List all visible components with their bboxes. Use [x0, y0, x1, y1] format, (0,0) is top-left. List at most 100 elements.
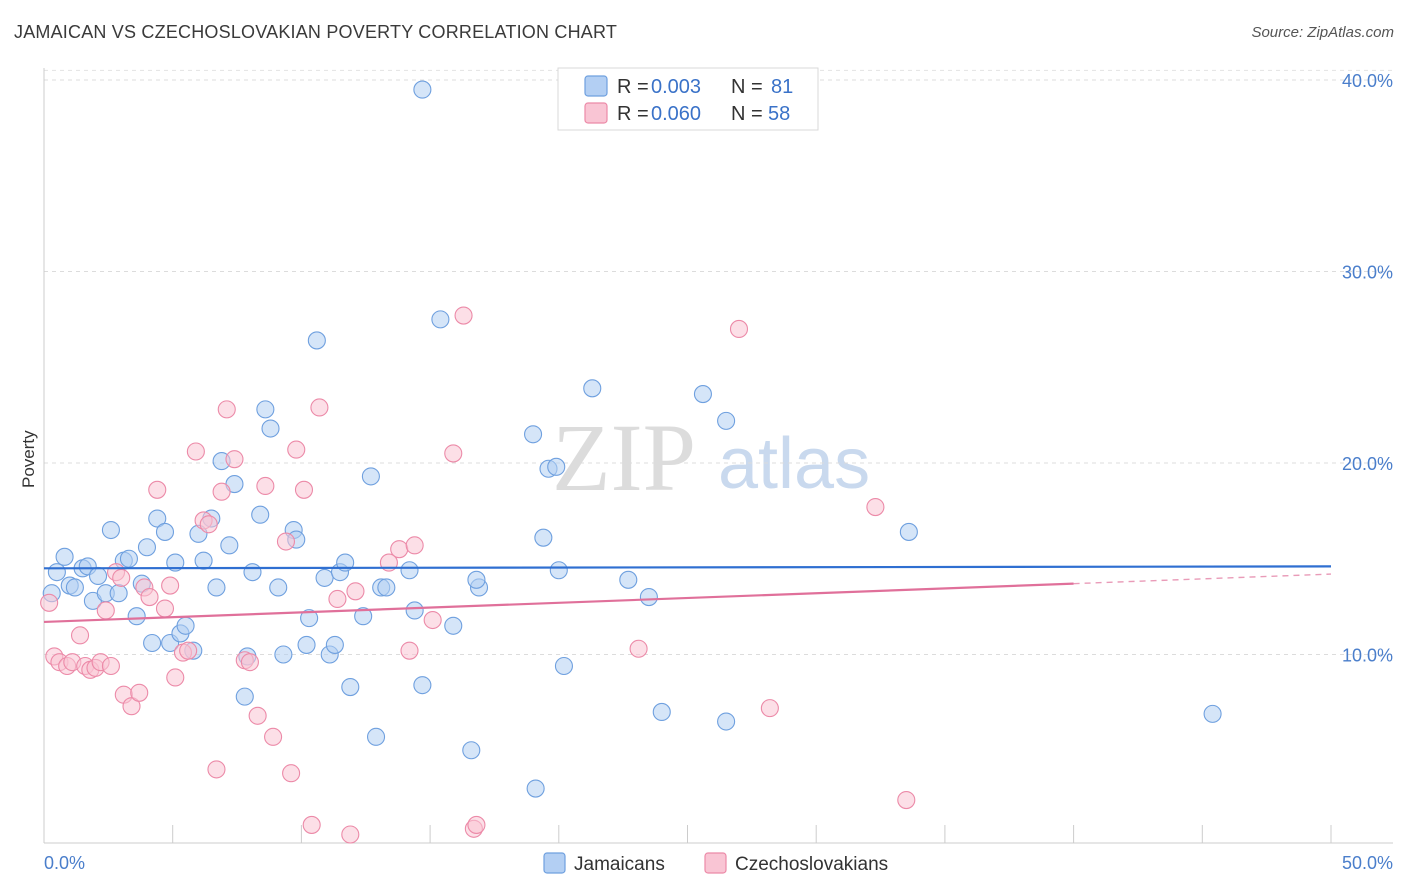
jamaican-point-58	[413, 676, 432, 695]
jamaican-point-75	[652, 702, 671, 722]
czechoslovakian-point-15	[122, 697, 141, 716]
jamaican-point-36	[256, 400, 275, 419]
czechoslovakian-point-40	[294, 480, 314, 499]
y-tick-label-40: 40.0%	[1342, 71, 1393, 91]
jamaican-point-65	[526, 779, 545, 798]
czechoslovakian-point-44	[341, 825, 360, 844]
jamaican-point-70	[549, 561, 568, 580]
czechoslovakian-point-48	[400, 641, 419, 660]
jamaican-point-11	[109, 584, 128, 603]
jamaican-point-19	[155, 522, 175, 541]
czechoslovakian-point-39	[287, 440, 306, 459]
jamaican-point-51	[354, 607, 373, 626]
jamaican-point-60	[431, 310, 450, 329]
jamaican-point-74	[639, 587, 658, 607]
bottom-legend-label-jamaicans: Jamaicans	[574, 854, 665, 875]
czechoslovakian-point-36	[264, 727, 283, 746]
x-tick-label-max: 50.0%	[1342, 853, 1393, 873]
jamaican-point-56	[400, 561, 419, 580]
czechoslovakian-point-56	[729, 319, 749, 339]
source-credit: Source: ZipAtlas.com	[1251, 24, 1394, 41]
jamaican-point-57	[405, 601, 424, 620]
czechoslovakian-point-20	[155, 599, 175, 618]
czechoslovakian-point-54	[467, 815, 486, 834]
jamaican-point-47	[325, 635, 344, 654]
czechoslovakian-point-42	[310, 398, 329, 417]
jamaican-point-67	[534, 528, 553, 547]
jamaican-point-32	[235, 687, 254, 706]
x-tick-label-min: 0.0%	[44, 853, 85, 873]
legend-n-label-1: N =	[731, 76, 763, 98]
czechoslovakian-point-52	[454, 306, 473, 325]
czechoslovakian-point-51	[444, 444, 463, 463]
jamaican-point-61	[444, 616, 463, 635]
chart-title: JAMAICAN VS CZECHOSLOVAKIAN POVERTY CORR…	[14, 22, 618, 42]
bottom-legend-label-czechoslovakians: Czechoslovakians	[735, 854, 888, 875]
legend-n-label-2: N =	[731, 103, 763, 125]
jamaican-point-18	[148, 509, 167, 528]
y-axis-label: Poverty	[19, 430, 38, 488]
czechoslovakian-point-37	[276, 532, 296, 551]
jamaican-point-1	[47, 563, 66, 582]
czechoslovakian-point-0	[40, 593, 59, 612]
jamaican-point-43	[300, 609, 319, 628]
jamaican-point-8	[89, 566, 108, 586]
jamaican-point-71	[554, 656, 573, 676]
czechoslovakian-point-16	[130, 683, 149, 702]
jamaican-point-39	[274, 645, 293, 664]
czechoslovakian-point-30	[217, 400, 236, 419]
jamaican-point-26	[194, 551, 213, 570]
jamaican-point-69	[547, 457, 566, 476]
czechoslovakian-point-13	[112, 568, 131, 587]
jamaican-point-30	[220, 536, 239, 555]
bottom-legend-swatch-jamaicans	[543, 852, 566, 874]
legend-r-value-1: 0.003	[651, 76, 701, 98]
trend-line-jamaicans	[43, 565, 1332, 570]
czechoslovakian-point-35	[256, 476, 275, 496]
jamaican-point-13	[119, 549, 138, 568]
czechoslovakian-point-41	[302, 815, 321, 834]
jamaican-point-35	[251, 505, 270, 524]
jamaican-point-55	[377, 578, 396, 597]
legend-n-value-2: 58	[768, 103, 790, 125]
jamaican-point-45	[315, 568, 334, 587]
czechoslovakian-point-49	[405, 536, 424, 555]
jamaican-point-79	[899, 522, 918, 541]
jamaican-point-77	[717, 411, 736, 430]
jamaican-point-14	[127, 607, 146, 626]
czechoslovakian-point-47	[390, 540, 409, 559]
watermark-atlas: atlas	[718, 424, 870, 504]
czechoslovakian-point-57	[760, 699, 779, 718]
jamaican-point-78	[717, 712, 736, 731]
legend-r-label-2: R =	[617, 103, 649, 125]
jamaican-point-2	[55, 547, 74, 566]
legend-r-label-1: R =	[617, 76, 649, 98]
jamaican-point-50	[341, 678, 360, 697]
jamaican-point-23	[176, 616, 195, 635]
czechoslovakian-point-38	[282, 764, 301, 783]
czechoslovakian-point-31	[225, 450, 244, 469]
czechoslovakian-point-29	[212, 482, 231, 501]
czechoslovakian-point-19	[148, 480, 167, 499]
jamaican-point-16	[137, 538, 157, 557]
legend-swatch-czechoslovakians	[584, 102, 608, 124]
stats-legend: R = 0.003 N = 81 R = 0.060 N = 58	[557, 67, 819, 131]
jamaican-point-76	[693, 385, 712, 404]
y-tick-label-20: 20.0%	[1342, 454, 1393, 474]
czechoslovakian-point-58	[866, 497, 885, 517]
trend-lines	[43, 565, 1332, 624]
legend-r-value-2: 0.060	[651, 103, 701, 125]
jamaican-point-28	[207, 578, 226, 597]
trend-line-czechoslovakians	[43, 582, 1074, 624]
data-points	[40, 80, 1222, 844]
czechoslovakian-point-59	[897, 790, 916, 810]
czechoslovakian-point-21	[161, 576, 180, 595]
jamaican-point-64	[467, 570, 486, 589]
jamaican-point-37	[261, 419, 280, 438]
y-tick-labels: 10.0% 20.0% 30.0% 40.0%	[1342, 71, 1393, 666]
czechoslovakian-point-45	[346, 582, 365, 601]
jamaican-point-72	[583, 379, 602, 398]
czechoslovakian-point-5	[70, 626, 90, 645]
czechoslovakian-point-34	[248, 706, 267, 725]
